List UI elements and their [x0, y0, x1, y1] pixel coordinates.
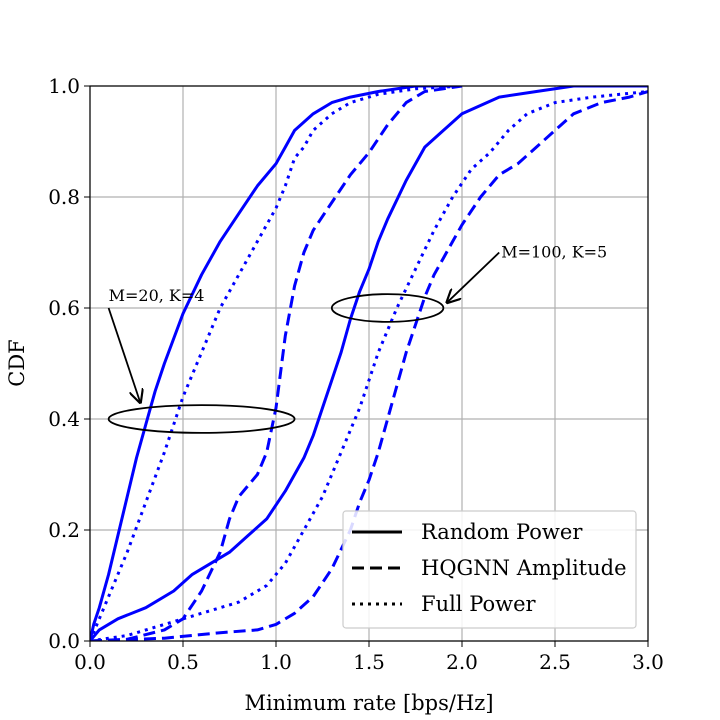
- x-tick-label: 2.5: [539, 650, 571, 674]
- legend-label: Full Power: [421, 592, 537, 616]
- y-tick-label: 0.2: [48, 518, 80, 542]
- y-tick-label: 0.6: [48, 296, 80, 320]
- legend-label: HQGNN Amplitude: [421, 556, 627, 580]
- x-tick-label: 1.5: [353, 650, 385, 674]
- y-tick-label: 0.4: [48, 407, 80, 431]
- x-axis-label: Minimum rate [bps/Hz]: [244, 691, 493, 715]
- legend: Random Power HQGNN Amplitude Full Power: [342, 510, 637, 629]
- ticks: 0.0 0.5 1.0 1.5 2.0 2.5 3.0 0.0 0.2 0.4 0.6 0.8 1.0: [48, 74, 664, 674]
- annotation-label: M=100, K=5: [501, 243, 607, 262]
- annotations: M=20, K=4 M=100, K=5: [107, 243, 607, 434]
- y-tick-label: 0.8: [48, 185, 80, 209]
- series-layer: [90, 86, 648, 641]
- x-tick-label: 0.0: [74, 650, 106, 674]
- series-line-dashed-m100-k5: [90, 90, 648, 641]
- annotation-arrow: [447, 251, 500, 303]
- legend-box: [342, 510, 637, 629]
- series-line-dotted-m100-k5: [90, 90, 648, 641]
- y-axis-label: CDF: [5, 339, 29, 386]
- series-line-solid-m20-k4: [90, 86, 462, 641]
- y-tick-label: 0.0: [48, 629, 80, 653]
- annotation-arrow: [107, 307, 141, 402]
- series-line-dashed-m20-k4: [90, 86, 463, 641]
- series-line-dotted-m20-k4: [90, 86, 463, 641]
- x-tick-label: 3.0: [632, 650, 664, 674]
- annotation-ellipse: [107, 404, 296, 434]
- y-tick-label: 1.0: [48, 74, 80, 98]
- x-tick-label: 2.0: [446, 650, 478, 674]
- annotation-label: M=20, K=4: [109, 286, 205, 305]
- x-tick-label: 1.0: [260, 650, 292, 674]
- x-tick-label: 0.5: [167, 650, 199, 674]
- annotation-ellipse: [330, 293, 445, 323]
- series-line-solid-m100-k5: [90, 86, 648, 641]
- legend-label: Random Power: [421, 520, 583, 544]
